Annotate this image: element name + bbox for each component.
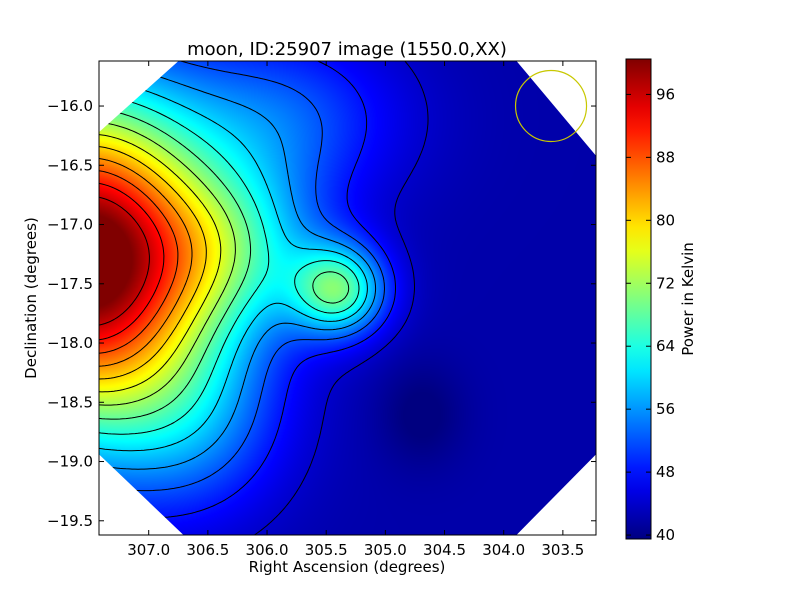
colorbar-tick-label: 48 <box>656 463 675 481</box>
contour-level-76 <box>99 134 222 393</box>
x-tick-label: 306.5 <box>186 541 229 559</box>
colorbar-tick-label: 40 <box>656 526 675 544</box>
x-tick-label: 304.0 <box>482 541 525 559</box>
beam-circle <box>514 69 588 143</box>
y-tick-label: −19.5 <box>47 512 93 530</box>
y-tick-label: −17.5 <box>47 275 93 293</box>
image-edge-mask <box>99 61 596 535</box>
colorbar: 40 48 56 64 72 80 88 96 Power in Kelvin <box>625 58 697 544</box>
y-axis-label: Declination (degrees) <box>22 217 40 379</box>
chart-title: moon, ID:25907 image (1550.0,XX) <box>187 39 507 60</box>
y-tick-label: −16.0 <box>47 97 93 115</box>
heatmap-image <box>99 61 596 535</box>
y-tick-label: −18.5 <box>47 393 93 411</box>
blank-corner-2 <box>516 61 596 156</box>
contour-lines <box>99 61 429 535</box>
y-tick-label: −18.0 <box>47 334 93 352</box>
colorbar-frame <box>625 58 652 540</box>
x-tick-label: 303.5 <box>541 541 584 559</box>
x-tick-label: 307.0 <box>127 541 170 559</box>
contour-level-84 <box>99 158 193 367</box>
plot-area <box>98 60 597 536</box>
x-tick-label: 305.5 <box>305 541 348 559</box>
y-axis: −16.0 −16.5 −17.0 −17.5 −18.0 −18.5 −19.0 −19.5 <box>47 97 596 530</box>
blank-corner-3 <box>99 454 184 535</box>
contour-level-96 <box>99 196 150 326</box>
colorbar-gradient <box>626 59 651 539</box>
colorbar-tick-label: 72 <box>656 274 675 292</box>
x-tick-label: 304.5 <box>423 541 466 559</box>
blank-corner-1 <box>99 61 179 133</box>
contour-level-88 <box>99 170 179 354</box>
colorbar-tick-label: 64 <box>656 337 675 355</box>
x-tick-label: 305.0 <box>364 541 407 559</box>
x-axis-label: Right Ascension (degrees) <box>249 558 446 576</box>
blank-corner-4 <box>516 454 596 535</box>
x-axis: 307.0 306.5 306.0 305.5 305.0 304.5 304.0 303.5 <box>127 61 584 559</box>
colorbar-tick-label: 80 <box>656 211 675 229</box>
colorbar-ticks: 40 48 56 64 72 80 88 96 <box>626 85 675 544</box>
colorbar-tick-label: 56 <box>656 400 675 418</box>
y-tick-label: −17.0 <box>47 216 93 234</box>
colorbar-tick-label: 96 <box>656 85 675 103</box>
colorbar-tick-label: 88 <box>656 148 675 166</box>
contour-level-80 <box>99 146 207 380</box>
plot-frame <box>98 60 597 536</box>
x-tick-label: 306.0 <box>246 541 289 559</box>
colorbar-label: Power in Kelvin <box>679 242 697 356</box>
contour-level-92 <box>99 182 165 341</box>
y-tick-label: −16.5 <box>47 156 93 174</box>
y-tick-label: −19.0 <box>47 453 93 471</box>
